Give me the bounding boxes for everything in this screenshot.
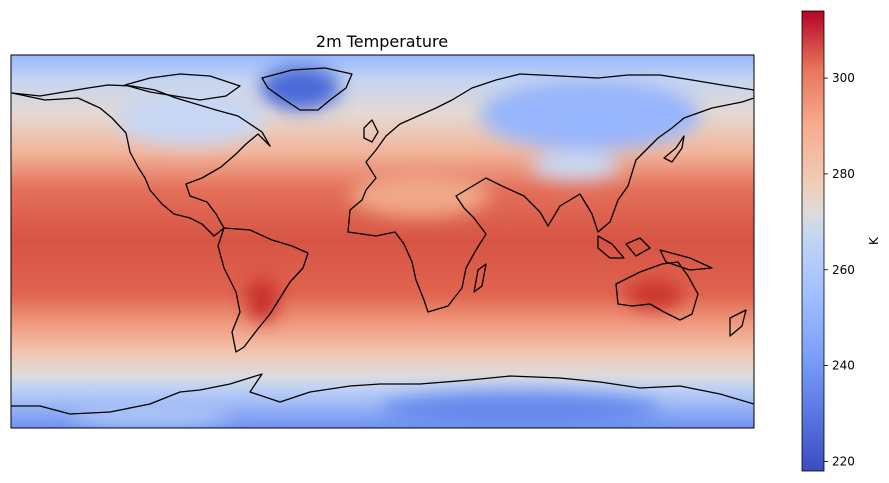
coastline-japan [663,135,685,163]
coastline-arctic-islands [124,73,241,101]
antarctica-west-cold-region [70,403,230,427]
coastline-south-america [217,227,309,353]
colorbar-label: K [867,236,881,245]
coastline-eurasia-africa [347,73,754,313]
colorbar-tick-label: 260 [832,263,855,277]
colorbar-tick-label: 280 [832,167,855,181]
coastlines [11,67,754,415]
argentina-hot-region [246,278,278,322]
colorbar: 220 240 260 280 300 K [801,10,881,472]
colorbar-tick-label: 220 [832,454,855,468]
chart-title: 2m Temperature [316,32,448,51]
coastline-madagascar [473,263,487,293]
colorbar-ticks: 220 240 260 280 300 [824,71,855,468]
colorbar-tick-label: 240 [832,359,855,373]
sahara-warm-region [350,173,490,217]
greenland-cold-region [260,66,340,110]
coastline-north-america [11,84,271,237]
temperature-anomalies [70,66,700,428]
coastline-australia [615,261,699,321]
temperature-map [11,55,754,428]
coastline-new-zealand [729,309,747,337]
antarctica-cold-region [380,392,660,428]
siberia-cold-region [480,80,700,150]
coastline-antarctica [11,373,754,415]
tibet-cold-region [530,150,620,180]
colorbar-tick-label: 300 [832,71,855,85]
canada-cold-region [115,90,265,146]
colorbar-fill [801,10,825,472]
coastline-indonesia [597,235,713,271]
coastline-british-isles [363,119,379,143]
coastline-greenland [261,67,353,111]
australia-hot-region [627,281,683,309]
map-frame [10,54,755,429]
